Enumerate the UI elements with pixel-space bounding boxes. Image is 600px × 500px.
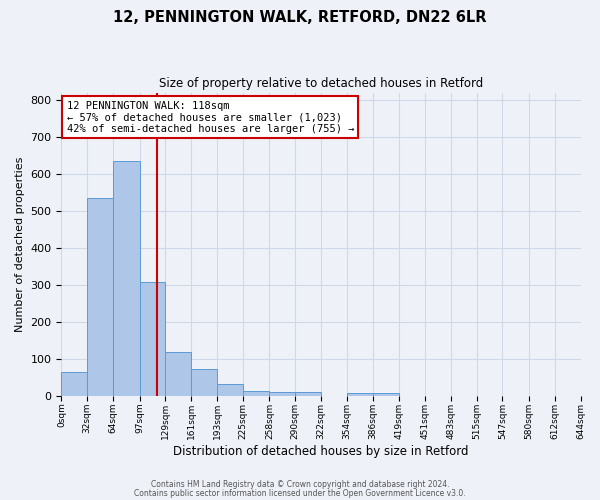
Bar (191, 368, 217, 396)
Bar (87, 198, 113, 396)
Text: Contains public sector information licensed under the Open Government Licence v3: Contains public sector information licen… (134, 489, 466, 498)
X-axis label: Distribution of detached houses by size in Retford: Distribution of detached houses by size … (173, 444, 469, 458)
Y-axis label: Number of detached properties: Number of detached properties (15, 157, 25, 332)
Bar (295, 392, 321, 396)
Bar (61, 372, 87, 396)
Title: Size of property relative to detached houses in Retford: Size of property relative to detached ho… (159, 78, 483, 90)
Text: 12, PENNINGTON WALK, RETFORD, DN22 6LR: 12, PENNINGTON WALK, RETFORD, DN22 6LR (113, 10, 487, 25)
Bar (113, 162, 140, 396)
Bar (243, 391, 269, 396)
Text: 12 PENNINGTON WALK: 118sqm
← 57% of detached houses are smaller (1,023)
42% of s: 12 PENNINGTON WALK: 118sqm ← 57% of deta… (67, 100, 354, 134)
Bar (166, 352, 191, 397)
Bar (373, 392, 399, 396)
Bar (347, 392, 373, 396)
Bar (140, 282, 166, 397)
Bar (217, 384, 243, 396)
Text: Contains HM Land Registry data © Crown copyright and database right 2024.: Contains HM Land Registry data © Crown c… (151, 480, 449, 489)
Bar (269, 392, 295, 396)
